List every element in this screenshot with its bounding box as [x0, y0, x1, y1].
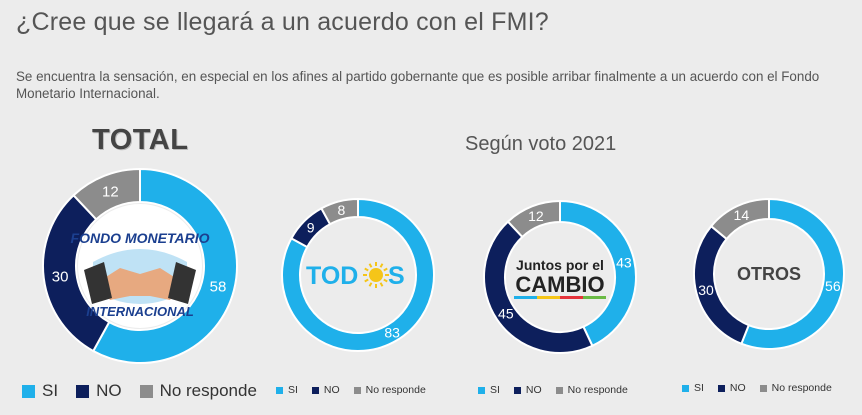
jxc-stripe-green: [583, 296, 606, 299]
legend-item-si: SI: [22, 381, 58, 401]
sun-ray: [368, 263, 373, 268]
legend-otros: SI NO No responde: [682, 382, 846, 394]
sun-rays-icon: [363, 262, 389, 288]
todos-logo-text-post: S: [388, 262, 405, 290]
legend-item-nr: No responde: [759, 382, 832, 394]
right-sleeve-icon: [168, 262, 196, 304]
legend-swatch-no: [717, 384, 725, 392]
sun-ray: [383, 278, 388, 283]
legend-total: SI NO No responde: [22, 381, 275, 401]
legend-item-no: NO: [513, 384, 542, 396]
page-title: ¿Cree que se llegará a un acuerdo con el…: [16, 8, 549, 36]
imf-logo: FONDO MONETARIO INTERNACIONAL: [71, 204, 210, 328]
jxc-logo: Juntos por el CAMBIO: [514, 257, 606, 299]
sun-ray: [368, 282, 373, 287]
handshake-icon: [98, 268, 182, 300]
donut-slice-si: [281, 197, 435, 352]
donut-value-label-nr: 14: [734, 207, 750, 223]
donut-slice-si: [91, 167, 238, 364]
legend-swatch-nr: [759, 384, 767, 392]
donut-value-label-si: 83: [384, 325, 400, 341]
jxc-stripe-red: [560, 296, 583, 299]
legend-swatch-si: [682, 384, 689, 392]
otros-logo-text: OTROS: [737, 264, 801, 284]
legend-swatch-si: [22, 384, 35, 398]
jxc-logo-top-text: Juntos por el: [516, 257, 604, 273]
legend-todos: SI NO No responde: [276, 384, 440, 396]
donut-chart-3: 43 45 12: [483, 199, 637, 354]
imf-logo-bottom-text: INTERNACIONAL: [86, 304, 194, 319]
jxc-stripe-yellow: [537, 296, 560, 299]
sun-icon: [369, 268, 383, 282]
todos-logo-text-pre: TOD: [306, 262, 358, 290]
left-sleeve-icon: [84, 262, 112, 304]
jxc-stripe-blue: [514, 296, 537, 299]
total-chart-title: TOTAL: [92, 124, 189, 156]
legend-swatch-si: [276, 386, 283, 394]
donut-value-label-si: 56: [825, 278, 841, 294]
donut-value-label-nr: 8: [337, 202, 345, 218]
sun-ray: [383, 267, 388, 272]
donut-slice-si: [740, 197, 845, 350]
donut-value-label-si: 43: [616, 255, 632, 271]
legend-item-nr: No responde: [139, 381, 257, 401]
legend-item-no: NO: [76, 381, 122, 401]
legend-item-si: SI: [682, 382, 704, 394]
section-title-voto-2021: Según voto 2021: [465, 133, 617, 155]
donut-chart-4: 56 30 14: [693, 197, 845, 350]
todos-logo: TOD S: [306, 262, 405, 290]
donut-value-label-si: 58: [210, 278, 227, 295]
legend-swatch-no: [311, 386, 319, 394]
sun-ray: [379, 263, 384, 268]
legend-swatch-no: [76, 384, 90, 398]
sun-ray: [364, 267, 369, 272]
legend-swatch-nr: [555, 386, 563, 394]
donut-value-label-no: 30: [698, 282, 714, 298]
donut-value-label-no: 30: [52, 268, 69, 285]
legend-item-nr: No responde: [353, 384, 426, 396]
legend-swatch-nr: [353, 386, 361, 394]
donut-value-label-nr: 12: [528, 208, 544, 224]
donut-slice-nr: [72, 167, 141, 221]
legend-jxc: SI NO No responde: [478, 384, 642, 396]
jxc-logo-bottom-text: CAMBIO: [515, 272, 604, 297]
legend-swatch-nr: [139, 384, 153, 398]
legend-item-nr: No responde: [555, 384, 628, 396]
donut-value-label-no: 45: [498, 306, 514, 322]
legend-item-no: NO: [311, 384, 340, 396]
legend-item-no: NO: [717, 382, 746, 394]
donut-value-label-no: 9: [307, 220, 315, 236]
donut-slice-nr: [709, 197, 770, 241]
page-subtitle: Se encuentra la sensación, en especial e…: [16, 69, 820, 101]
legend-swatch-si: [478, 386, 485, 394]
donut-chart-1: 58 30 12: [42, 167, 238, 364]
imf-logo-top-text: FONDO MONETARIO: [71, 230, 210, 246]
sun-ray: [379, 282, 384, 287]
donut-slice-nr: [320, 197, 359, 226]
legend-item-si: SI: [276, 384, 298, 396]
legend-item-si: SI: [478, 384, 500, 396]
donut-slice-nr: [506, 199, 561, 239]
legend-swatch-no: [513, 386, 521, 394]
donut-chart-2: 83 9 8: [281, 197, 435, 352]
donut-charts: 58 30 12 83 9 8 43 45 12 56 30 14: [42, 167, 845, 364]
sun-ray: [364, 278, 369, 283]
donut-value-label-nr: 12: [102, 183, 119, 200]
